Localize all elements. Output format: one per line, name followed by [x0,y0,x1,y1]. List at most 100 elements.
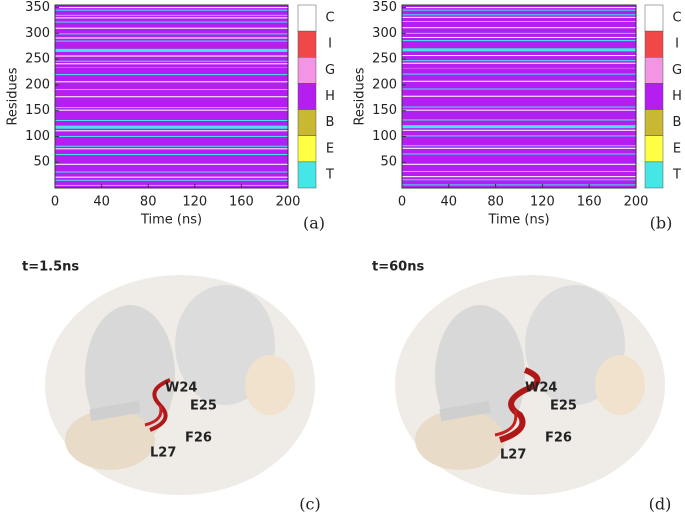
heatmap-band [402,135,636,137]
heatmap-band [402,80,636,82]
residue-label: F26 [185,431,212,446]
legend-label: I [328,37,332,52]
heatmap-band [402,7,636,9]
residue-label: E25 [550,399,577,414]
heatmap-band [55,14,288,16]
heatmap-band [402,48,636,52]
heatmap-band [402,106,636,108]
x-tick-label: 80 [487,195,504,210]
plot-frame [54,4,289,189]
heatmap-band [55,119,288,121]
heatmap-band [402,179,636,181]
heatmap-band [402,95,636,97]
heatmap-band [402,60,636,62]
y-axis-title: Residues [6,67,21,125]
heatmap-band [55,153,288,156]
legend-swatch [644,83,664,110]
heatmap-band [402,184,636,186]
heatmap-band [402,36,636,38]
legend-swatch [297,4,317,32]
heatmap-band [55,37,288,39]
heatmap-band [55,48,288,52]
legend-swatch [297,83,317,110]
x-tick-label: 160 [577,195,602,210]
legend-swatch [644,161,664,189]
heatmap-band [55,184,288,186]
heatmap-band [402,176,636,178]
heatmap-band [402,170,636,173]
heatmap-band [402,9,636,11]
heatmap-band [402,125,636,129]
x-tick-label: 200 [624,195,649,210]
heatmap-band [402,62,636,64]
heatmap-band [55,63,288,65]
heatmap-band [55,148,288,150]
legend-label: I [675,37,679,52]
heatmap-band [402,20,636,23]
legend-swatch [297,161,317,189]
heatmap-band [55,176,288,178]
legend-swatch [644,4,664,32]
heatmap-band [55,145,288,147]
heatmap-band [402,67,636,69]
legend-label: C [672,11,681,26]
time-label: t=1.5ns [22,260,79,275]
y-tick-label: 100 [372,129,397,144]
legend-swatch [297,109,317,136]
y-tick-label: 250 [25,52,50,67]
legend-label: C [325,11,334,26]
heatmap-band [402,14,636,16]
heatmap-band [55,107,288,109]
heatmap-band [55,60,288,62]
residue-label: E25 [190,399,217,414]
x-tick-label: 0 [398,195,406,210]
heatmap-band [402,55,636,57]
y-tick-label: 200 [25,77,50,92]
panel-label: (b) [650,214,673,233]
y-tick-label: 300 [25,26,50,41]
heatmap-band [55,109,288,111]
panel-label: (a) [303,214,325,233]
x-tick-label: 160 [229,195,254,210]
legend-label: H [672,89,682,104]
y-tick-label: 300 [372,26,397,41]
heatmap-band [55,130,288,132]
heatmap-band [55,7,288,9]
heatmap-band [402,40,636,42]
legend-swatch [297,135,317,163]
heatmap-band [402,27,636,29]
heatmap-band [402,119,636,121]
heatmap-band [55,179,288,181]
y-tick-label: 50 [33,155,50,170]
heatmap-band [55,67,288,68]
legend-label: E [326,141,334,156]
heatmap-band [55,135,288,137]
residue-label: L27 [150,446,176,461]
protein-structure: t=60ns W24 E25 F26 L27 (d) [372,260,671,514]
residue-label: F26 [545,431,572,446]
legend-label: B [326,115,335,130]
y-tick-label: 250 [372,52,397,67]
heatmap-band [402,73,636,75]
legend-label: G [325,63,335,78]
heatmap-band [402,163,636,165]
x-tick-label: 0 [51,195,59,210]
heatmap-band [402,109,636,111]
y-tick-label: 150 [25,103,50,118]
heatmap-band [55,81,288,83]
residue-label: W24 [165,381,197,396]
heatmap-band [55,163,288,165]
heatmap-band [402,88,636,90]
x-axis-title: Time (ns) [140,213,202,228]
legend-swatch [644,57,664,84]
heatmap-band [55,17,288,19]
y-tick-label: 150 [372,103,397,118]
heatmap-band [55,9,288,11]
y-tick-label: 350 [372,0,397,15]
legend-swatch [644,135,664,163]
heatmap-band [402,32,636,34]
time-label: t=60ns [372,260,424,275]
heatmap-band [55,55,288,57]
residue-label: W24 [525,381,557,396]
x-tick-label: 120 [182,195,207,210]
